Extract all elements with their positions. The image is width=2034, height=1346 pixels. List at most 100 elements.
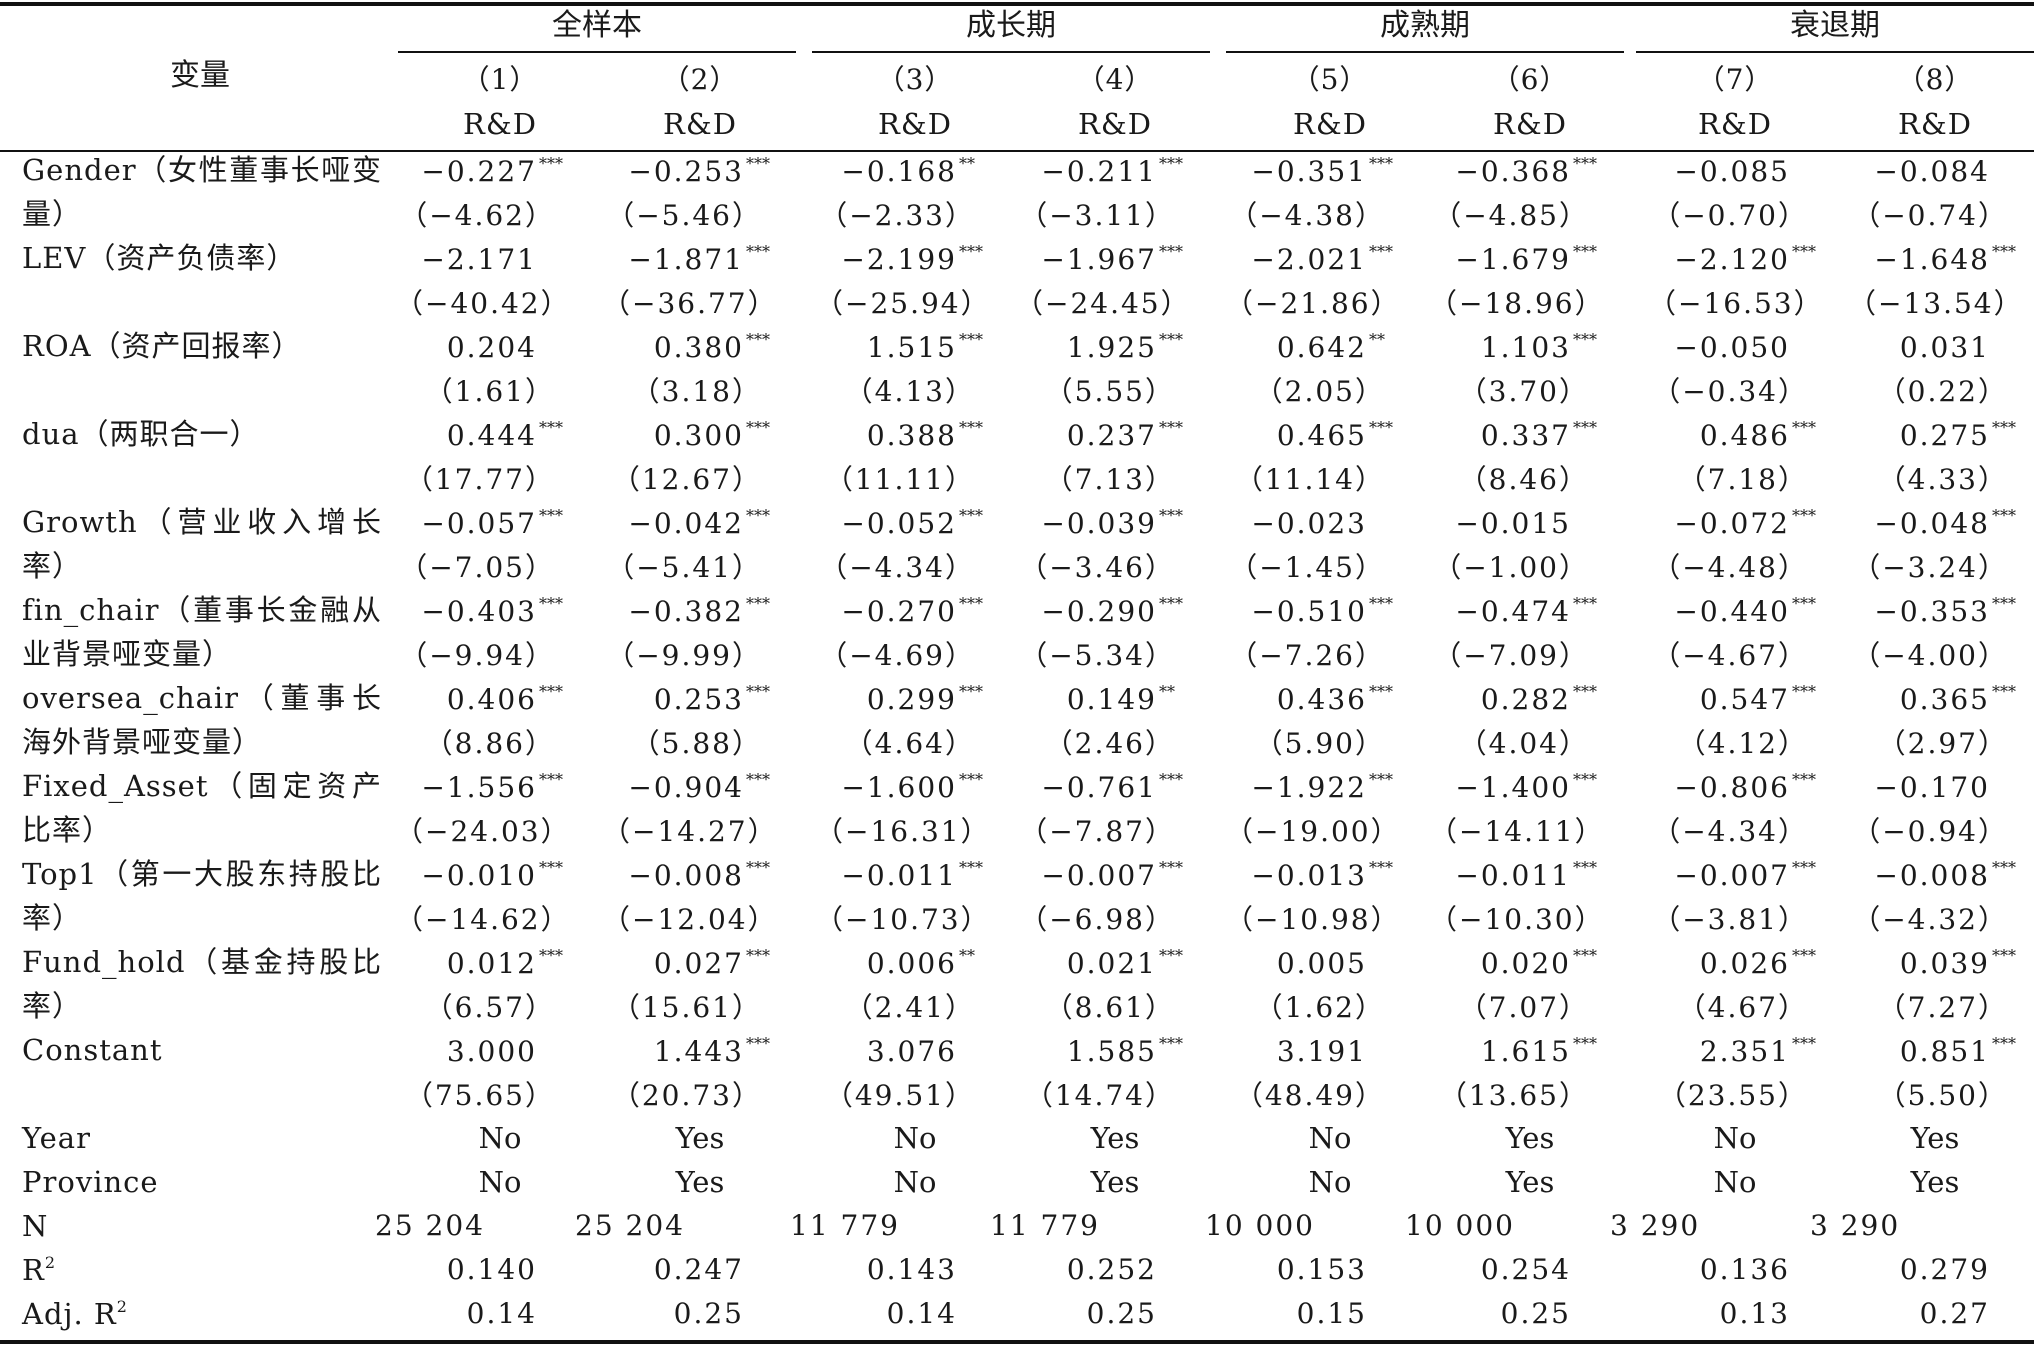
coefficient-value: −0.072 — [1674, 507, 1790, 540]
coefficient-cell: 0.851 *** — [1830, 1034, 2016, 1070]
coefficient-cell: 1.103 *** — [1411, 330, 1597, 366]
significance-stars: *** — [539, 770, 563, 789]
variable-label: Growth（营业收入增长率） — [22, 505, 382, 583]
t-statistic-cell: （4.33） — [1877, 463, 2008, 496]
t-statistic-cell: （−5.46） — [606, 199, 762, 232]
sample-size-value: 3 290 — [1810, 1209, 1901, 1242]
coefficient-cell: 0.388 *** — [797, 418, 983, 454]
significance-stars: *** — [1792, 242, 1816, 261]
coefficient-value: −2.120 — [1674, 243, 1790, 276]
coefficient-value: 0.486 — [1699, 419, 1790, 452]
coefficient-value: −0.290 — [1041, 595, 1157, 628]
significance-stars: *** — [959, 682, 983, 701]
coefficient-cell: −0.010 *** — [377, 858, 563, 894]
coefficient-value: 1.515 — [866, 331, 957, 364]
variable-label: dua（两职合一） — [22, 417, 260, 451]
t-statistic-cell: （−7.26） — [1229, 639, 1385, 672]
r-squared-value: 0.254 — [1480, 1253, 1571, 1286]
t-statistic-cell: （−36.77） — [602, 287, 778, 320]
t-statistic-cell: （−7.87） — [1019, 815, 1175, 848]
coefficient-value: −0.168 — [841, 155, 957, 188]
t-statistic-cell: （4.04） — [1458, 727, 1589, 760]
coefficient-cell: 0.253 *** — [584, 682, 770, 718]
significance-stars: *** — [1573, 682, 1597, 701]
coefficient-value: 0.027 — [653, 947, 744, 980]
adj-r-squared-value: 0.25 — [1086, 1297, 1157, 1330]
significance-stars: *** — [1159, 242, 1183, 261]
t-statistic-cell: （4.64） — [844, 727, 975, 760]
coefficient-cell: 0.642 ** — [1207, 330, 1385, 366]
coefficient-cell: 0.275 *** — [1830, 418, 2016, 454]
dependent-variable-label: R&D — [1493, 107, 1567, 141]
dependent-variable-label: R&D — [463, 107, 537, 141]
t-statistic-cell: （−16.53） — [1648, 287, 1824, 320]
significance-stars: *** — [1573, 594, 1597, 613]
coefficient-value: 0.282 — [1480, 683, 1571, 716]
t-statistic-cell: （−18.96） — [1429, 287, 1605, 320]
t-statistic-cell: （14.74） — [1024, 1079, 1175, 1112]
coefficient-value: −0.008 — [628, 859, 744, 892]
column-number: （3） — [876, 63, 954, 96]
significance-stars: *** — [1792, 946, 1816, 965]
coefficient-cell: 0.237 *** — [997, 418, 1183, 454]
significance-stars: *** — [1369, 858, 1393, 877]
significance-stars: *** — [746, 770, 770, 789]
significance-stars: *** — [1573, 154, 1597, 173]
t-statistic-cell: （−4.67） — [1652, 639, 1808, 672]
significance-stars: *** — [539, 154, 563, 173]
r-squared-value: 0.247 — [653, 1253, 744, 1286]
control-value: No — [478, 1121, 522, 1155]
coefficient-value: 2.351 — [1699, 1035, 1790, 1068]
t-statistic-cell: （−16.31） — [815, 815, 991, 848]
table-top-rule — [0, 2, 2034, 6]
table-header-rule — [0, 150, 2034, 152]
coefficient-value: 0.380 — [653, 331, 744, 364]
group-header-growth: 成长期 — [966, 8, 1056, 43]
t-statistic-cell: （−4.48） — [1652, 551, 1808, 584]
significance-stars: *** — [1573, 1034, 1597, 1053]
control-value: Yes — [1505, 1165, 1555, 1199]
coefficient-cell: 0.380 *** — [584, 330, 770, 366]
coefficient-value: −0.013 — [1251, 859, 1367, 892]
coefficient-cell: −0.008 *** — [584, 858, 770, 894]
t-statistic-cell: （−14.27） — [602, 815, 778, 848]
coefficient-cell: 0.005 — [1207, 946, 1367, 982]
significance-stars: *** — [1792, 594, 1816, 613]
coefficient-value: −1.556 — [421, 771, 537, 804]
significance-stars: *** — [959, 330, 983, 349]
t-statistic-cell: （7.27） — [1877, 991, 2008, 1024]
coefficient-cell: −0.072 *** — [1630, 506, 1816, 542]
coefficient-cell: −0.227 *** — [377, 154, 563, 190]
significance-stars: *** — [539, 682, 563, 701]
coefficient-cell: −0.023 — [1207, 506, 1367, 542]
control-label-text: Province — [22, 1165, 159, 1199]
coefficient-cell: 0.300 *** — [584, 418, 770, 454]
coefficient-value: 0.031 — [1899, 331, 1990, 364]
t-statistic-cell: （4.67） — [1677, 991, 1808, 1024]
adj-r-squared-label-text: Adj. R — [22, 1297, 117, 1331]
coefficient-cell: −0.050 — [1630, 330, 1790, 366]
coefficient-value: −0.403 — [421, 595, 537, 628]
t-statistic-cell: （−4.34） — [1652, 815, 1808, 848]
coefficient-value: −0.007 — [1674, 859, 1790, 892]
t-statistic-cell: （5.55） — [1044, 375, 1175, 408]
sample-size-value: 10 000 — [1205, 1209, 1315, 1242]
coefficient-value: 1.443 — [653, 1035, 744, 1068]
significance-stars: *** — [1369, 594, 1393, 613]
coefficient-value: −0.351 — [1251, 155, 1367, 188]
coefficient-cell: −0.084 — [1830, 154, 1990, 190]
coefficient-value: −0.270 — [841, 595, 957, 628]
significance-stars: *** — [1792, 682, 1816, 701]
adj-r-squared-value: 0.15 — [1296, 1297, 1367, 1330]
coefficient-value: −1.648 — [1874, 243, 1990, 276]
adj-r-squared-label: Adj. R2 — [22, 1292, 382, 1336]
coefficient-cell: −0.011 *** — [797, 858, 983, 894]
significance-stars: *** — [1792, 418, 1816, 437]
coefficient-value: −0.904 — [628, 771, 744, 804]
significance-stars: *** — [1992, 242, 2016, 261]
coefficient-value: 0.039 — [1899, 947, 1990, 980]
coefficient-cell: −0.008 *** — [1830, 858, 2016, 894]
coefficient-value: 0.337 — [1480, 419, 1571, 452]
coefficient-value: −0.806 — [1674, 771, 1790, 804]
coefficient-cell: 2.351 *** — [1630, 1034, 1816, 1070]
